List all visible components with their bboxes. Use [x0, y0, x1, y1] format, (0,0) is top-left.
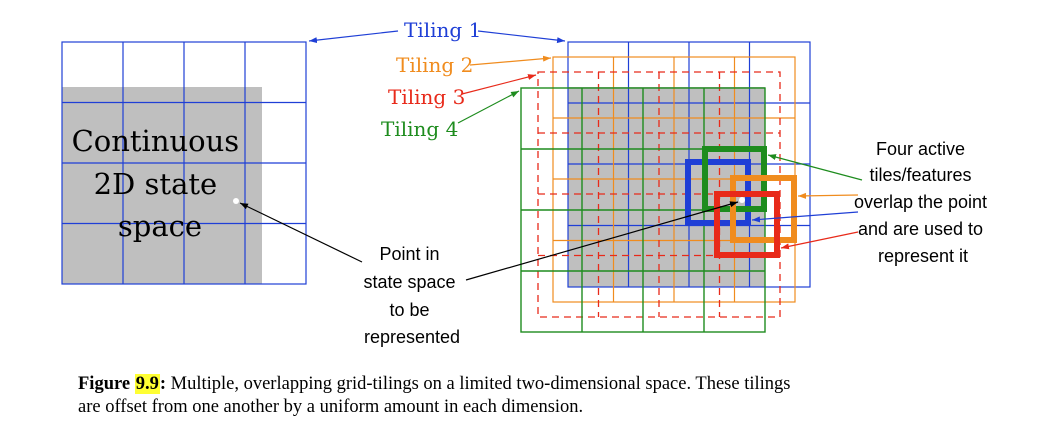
caption-label: Figure [78, 374, 131, 394]
tiling-2-label: Tiling 2 [396, 53, 473, 77]
active-tile-tiling-2 [730, 175, 797, 243]
figure-caption: Figure 9.9: Multiple, overlapping grid-t… [78, 373, 978, 419]
point-arrows [239, 201, 739, 281]
active-tiles-label: Four active tiles/features overlap the p… [854, 139, 992, 266]
state-point-left [233, 198, 239, 204]
active-tile-arrows [751, 154, 863, 250]
tiling-labels: Tiling 1 Tiling 2 Tiling 3 Tiling 4 [381, 18, 481, 141]
state-space-region [62, 87, 262, 284]
tiling-1-grid-left [61, 41, 307, 285]
active-tile-tiling-3 [714, 191, 780, 258]
left-panel: Continuous 2D state space [61, 41, 307, 285]
point-arrow-left [239, 202, 363, 263]
tile-coding-diagram: Continuous 2D state space [61, 18, 992, 347]
active-arrow-red [780, 231, 859, 250]
tiling-3-label: Tiling 3 [388, 85, 465, 109]
right-panel [520, 41, 811, 333]
active-arrow-green [767, 154, 863, 181]
tiling-4-arrow [457, 90, 520, 124]
caption-number: 9.9 [134, 374, 160, 394]
tiling-2-arrow [469, 55, 552, 66]
state-point-right [739, 197, 745, 203]
active-arrow-blue [751, 211, 859, 223]
continuous-space-label: Continuous 2D state space [72, 124, 249, 243]
tiling-label-arrows [308, 30, 566, 124]
tiling-1-label: Tiling 1 [404, 18, 481, 42]
active-arrow-orange [797, 192, 859, 199]
tiling-1-arrow-right [477, 30, 566, 44]
caption-line-1: Multiple, overlapping grid-tilings on a … [166, 374, 791, 394]
point-arrow-right [465, 201, 739, 281]
caption-colon: : [159, 374, 166, 394]
point-label: Point in state space to be represented [363, 244, 460, 347]
tiling-3-arrow [461, 74, 537, 95]
tiling-1-arrow-left [308, 30, 399, 44]
caption-line-2: are offset from one another by a uniform… [78, 397, 584, 417]
tiling-4-label: Tiling 4 [381, 117, 458, 141]
